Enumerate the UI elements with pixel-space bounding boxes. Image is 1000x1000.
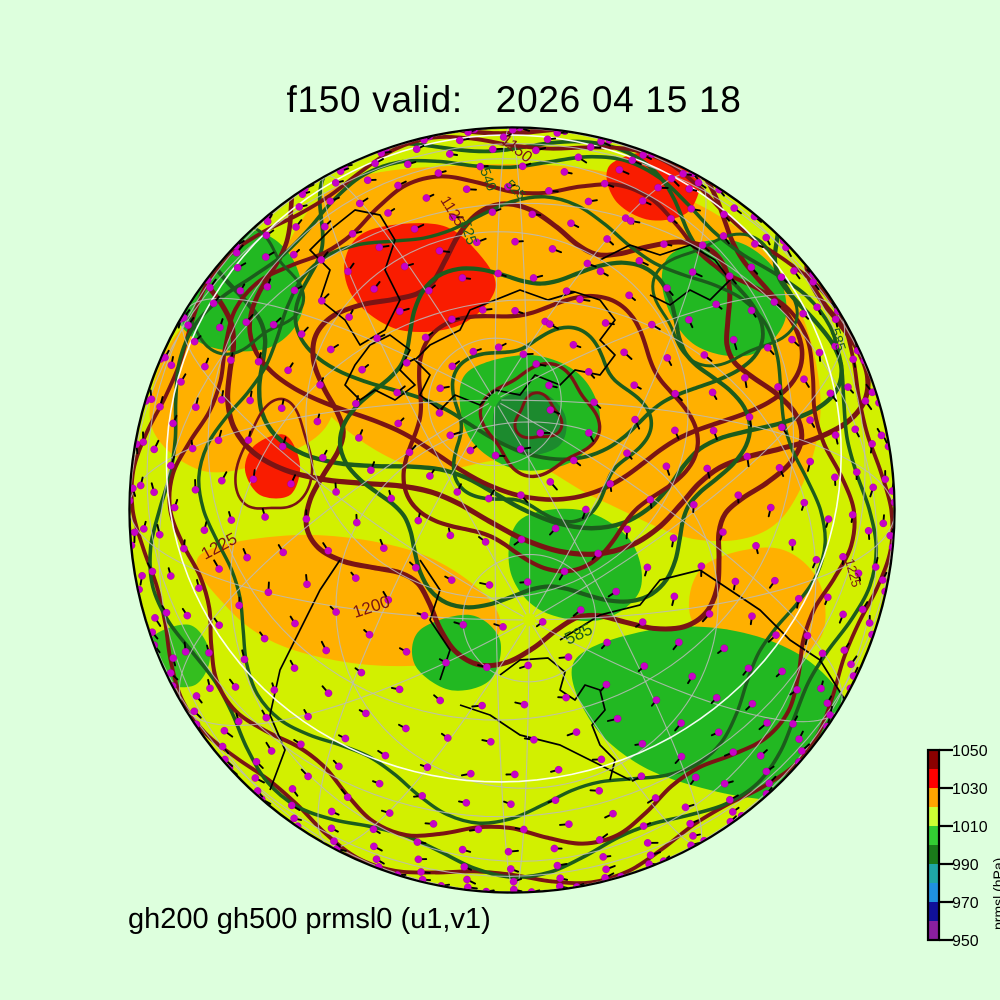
svg-text:950: 950 [952,933,979,950]
svg-text:1010: 1010 [952,819,988,836]
svg-text:1050: 1050 [952,743,988,760]
svg-text:990: 990 [952,857,979,874]
svg-text:1030: 1030 [952,781,988,798]
svg-text:970: 970 [952,895,979,912]
